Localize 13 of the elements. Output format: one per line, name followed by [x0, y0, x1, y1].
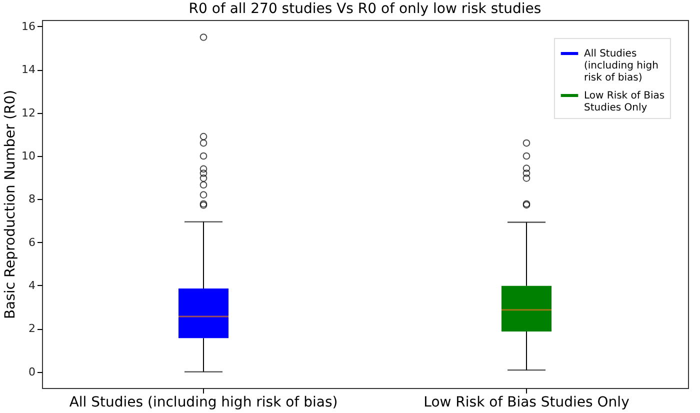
legend-label: All Studies (including high risk of bias) [584, 48, 658, 84]
y-axis-title: Basic Reproduction Number (R0) [2, 90, 19, 320]
legend-label: Low Risk of Bias Studies Only [584, 90, 665, 114]
y-tick-label: 8 [28, 192, 36, 206]
y-tick-label: 10 [22, 149, 36, 162]
y-tick-label: 4 [28, 278, 36, 292]
y-tick-label: 12 [22, 106, 36, 120]
y-tick-label: 0 [28, 365, 36, 378]
chart-title: R0 of all 270 studies Vs R0 of only low risk studies [188, 1, 542, 17]
y-tick-label: 6 [28, 236, 36, 249]
y-tick-label: 14 [22, 63, 36, 76]
y-tick-label: 2 [28, 322, 36, 336]
y-tick-label: 16 [22, 20, 36, 33]
